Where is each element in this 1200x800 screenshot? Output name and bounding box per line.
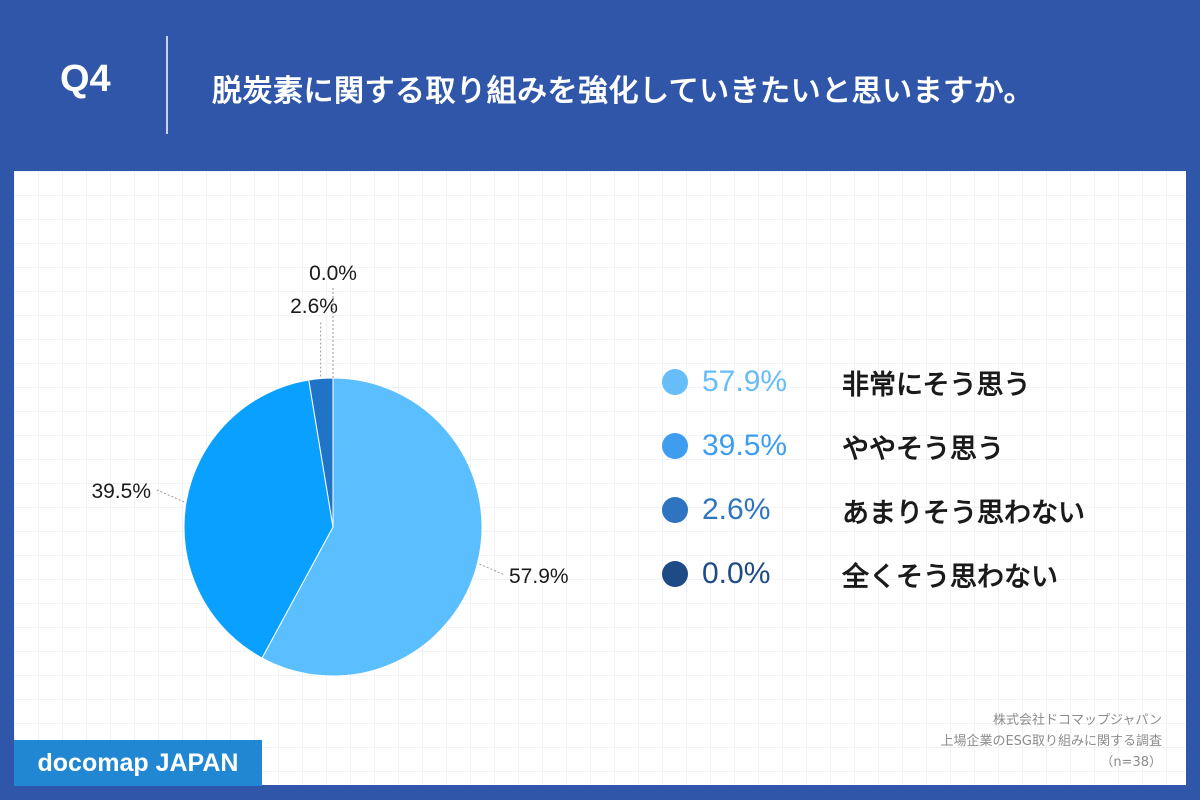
question-title: 脱炭素に関する取り組みを強化していきたいと思いますか。 <box>212 74 1034 109</box>
pie-slice <box>261 377 483 677</box>
legend-dot <box>662 497 688 523</box>
legend-label: あまりそう思わない <box>842 497 1085 529</box>
leader-line <box>479 563 506 576</box>
legend-dot <box>662 561 688 587</box>
legend-percent: 57.9% <box>702 365 788 398</box>
chart-panel: 57.9% 39.5% 2.6% 0.0% 57.9% 非常にそう思う 39.5% や… <box>14 171 1186 785</box>
source-note: 株式会社ドコマップジャパン 上場企業のESG取り組みに関する調査 （n=38） <box>940 710 1162 773</box>
brand-logo: docomap JAPAN <box>14 740 262 786</box>
legend-dot <box>662 433 688 459</box>
pie-chart: 57.9% 39.5% 2.6% 0.0% <box>91 262 569 677</box>
legend-label: 非常にそう思う <box>842 369 1031 401</box>
data-label: 0.0% <box>309 262 357 285</box>
pie-slice <box>183 379 334 659</box>
source-sample-size: （n=38） <box>1100 755 1162 770</box>
legend-label: ややそう思う <box>842 433 1004 465</box>
data-label: 39.5% <box>91 480 151 503</box>
legend-label: 全くそう思わない <box>842 561 1058 593</box>
question-number: Q4 <box>60 58 111 100</box>
header-divider <box>166 36 168 134</box>
header: Q4 脱炭素に関する取り組みを強化していきたいと思いますか。 <box>0 0 1200 170</box>
legend-percent: 0.0% <box>702 557 771 590</box>
source-company: 株式会社ドコマップジャパン <box>992 713 1162 728</box>
legend-item: 39.5% ややそう思う <box>662 414 1162 478</box>
legend-percent: 2.6% <box>702 493 771 526</box>
legend-item: 2.6% あまりそう思わない <box>662 478 1162 542</box>
legend-dot <box>662 369 688 395</box>
legend: 57.9% 非常にそう思う 39.5% ややそう思う 2.6% あまりそう思わな… <box>662 350 1162 606</box>
data-label: 2.6% <box>290 295 338 318</box>
data-label: 57.9% <box>509 565 569 588</box>
legend-item: 0.0% 全くそう思わない <box>662 542 1162 606</box>
legend-item: 57.9% 非常にそう思う <box>662 350 1162 414</box>
leader-line <box>156 489 185 503</box>
source-survey: 上場企業のESG取り組みに関する調査 <box>940 734 1162 749</box>
legend-percent: 39.5% <box>702 429 788 462</box>
